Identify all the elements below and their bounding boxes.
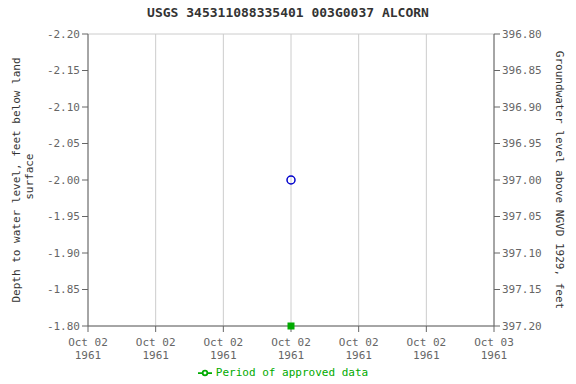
svg-text:397.15: 397.15 <box>502 283 542 296</box>
svg-text:Oct 021961: Oct 021961 <box>136 336 176 362</box>
svg-text:-1.85: -1.85 <box>47 283 80 296</box>
svg-text:396.90: 396.90 <box>502 101 542 114</box>
svg-text:Oct 021961: Oct 021961 <box>406 336 446 362</box>
svg-text:-2.05: -2.05 <box>47 137 80 150</box>
svg-text:Oct 031961: Oct 031961 <box>474 336 514 362</box>
html-text:Period of approved data: Period of approved data <box>215 366 369 379</box>
svg-text:Oct 021961: Oct 021961 <box>203 336 243 362</box>
svg-text:-2.00: -2.00 <box>47 174 80 187</box>
svg-text:396.95: 396.95 <box>502 137 542 150</box>
html-text:USGS 345311088335401 003G0037: USGS 345311088335401 003G0037 ALCORN <box>147 5 429 20</box>
svg-text:-1.80: -1.80 <box>47 320 80 333</box>
svg-text:-2.20: -2.20 <box>47 28 80 41</box>
svg-text:396.80: 396.80 <box>502 28 542 41</box>
svg-text:Depth to water level, feet bel: Depth to water level, feet below land su… <box>10 57 36 302</box>
svg-text:-2.15: -2.15 <box>47 64 80 77</box>
svg-text:397.10: 397.10 <box>502 247 542 260</box>
svg-text:Oct 021961: Oct 021961 <box>271 336 311 362</box>
svg-text:-2.10: -2.10 <box>47 101 80 114</box>
svg-text:397.00: 397.00 <box>502 174 542 187</box>
svg-text:-1.95: -1.95 <box>47 210 80 223</box>
svg-text:Groundwater level above NGVD 1: Groundwater level above NGVD 1929, feet <box>553 51 566 309</box>
svg-text:397.05: 397.05 <box>502 210 542 223</box>
svg-text:396.85: 396.85 <box>502 64 542 77</box>
svg-text:-1.90: -1.90 <box>47 247 80 260</box>
svg-text:Oct 021961: Oct 021961 <box>339 336 379 362</box>
svg-text:Oct 021961: Oct 021961 <box>68 336 108 362</box>
svg-text:397.20: 397.20 <box>502 320 542 333</box>
